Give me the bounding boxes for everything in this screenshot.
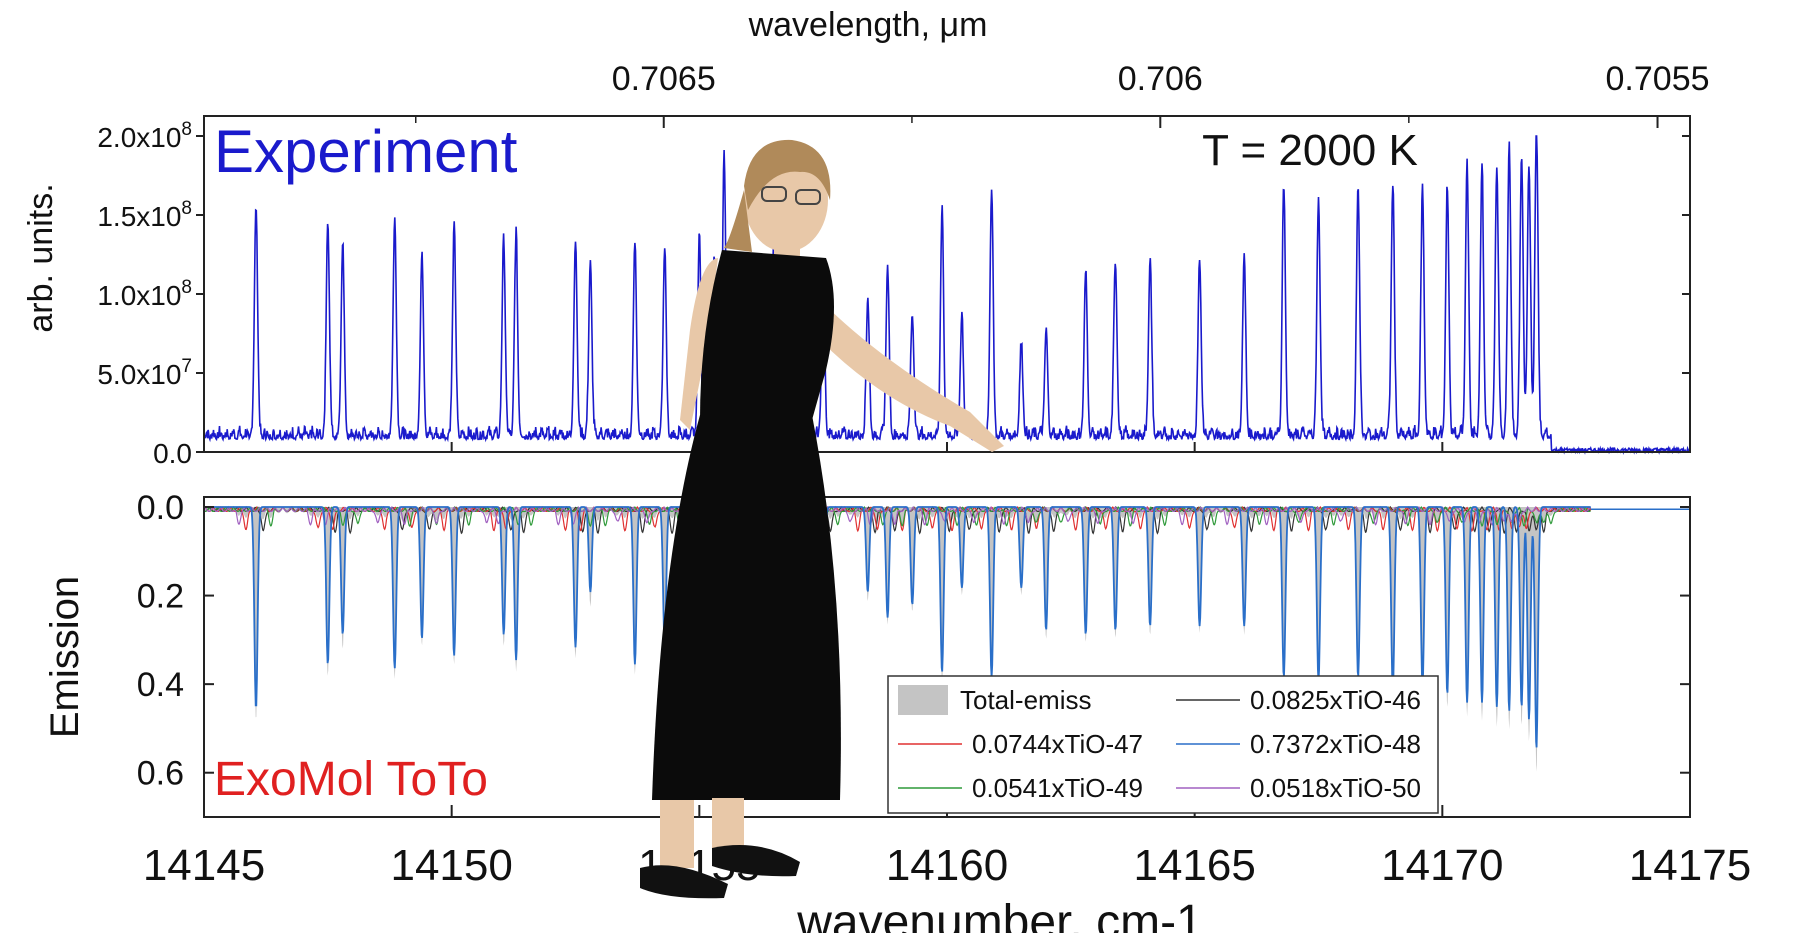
bottom-x-tick-label: 14165: [1133, 841, 1255, 890]
top-y-tick-label: 1.5x108: [97, 198, 192, 232]
bottom-x-tick-label: 14145: [143, 841, 265, 890]
experiment-series-line: [203, 135, 1691, 455]
bottom-x-tick-label: 14170: [1381, 841, 1503, 890]
bottom-x-tick-label: 14175: [1629, 841, 1751, 890]
legend: Total-emiss 0.0825xTiO-46 0.0744xTiO-47 0.7…: [887, 675, 1439, 814]
exomol-label: ExoMol ToTo: [214, 753, 488, 806]
presenter-photo: [640, 139, 1004, 899]
person-illustration: [640, 139, 1004, 899]
top-wavelength-ticks: 0.7055 0.706 0.7065: [414, 60, 1710, 128]
legend-swatch: [898, 685, 948, 715]
tio48-series-line: [204, 506, 1591, 748]
experiment-spectrum: [203, 135, 1691, 455]
top-axis-label: wavelength, μm: [748, 6, 988, 44]
top-y-ticks: 0.0 5.0x107 1.0x108 1.5x108 2.0x108: [97, 119, 1690, 469]
bottom-x-tick-label: 14150: [390, 841, 512, 890]
bottom-x-tick-label: 14160: [886, 841, 1008, 890]
legend-entry-label: 0.0744xTiO-47: [972, 729, 1143, 759]
bottom-y-tick-label: 0.4: [137, 666, 184, 704]
legend-entry-label: 0.7372xTiO-48: [1250, 729, 1421, 759]
top-y-axis-label: arb. units.: [22, 183, 60, 332]
bottom-y-tick-label: 0.0: [137, 489, 184, 527]
bottom-y-tick-label: 0.6: [137, 755, 184, 793]
total-emission-area: [204, 507, 1591, 772]
bottom-y-tick-label: 0.2: [137, 578, 184, 616]
legend-box: [887, 675, 1439, 814]
model-spectrum: [203, 505, 1690, 772]
top-y-tick-label: 1.0x108: [97, 277, 192, 311]
legend-entry-label: Total-emiss: [960, 685, 1091, 715]
experiment-panel: wavelength, μm 0.7055 0.706 0.7065 0.0 5.0x…: [22, 6, 1710, 469]
legend-entry-label: 0.0518xTiO-50: [1250, 773, 1421, 803]
experiment-label: Experiment: [214, 118, 518, 185]
temperature-annotation: T = 2000 K: [1202, 126, 1418, 175]
bottom-x-axis-label: wavenumber, cm-1: [796, 896, 1203, 933]
top-wavelength-tick-label: 0.706: [1118, 60, 1203, 98]
legend-entry-label: 0.0825xTiO-46: [1250, 685, 1421, 715]
bottom-y-axis-label: Emission: [43, 576, 87, 738]
top-y-tick-label: 5.0x107: [97, 356, 192, 390]
component-series-line: [203, 505, 1592, 526]
legend-entry-label: 0.0541xTiO-49: [972, 773, 1143, 803]
top-wavelength-tick-label: 0.7055: [1606, 60, 1710, 98]
top-y-tick-label: 2.0x108: [97, 119, 192, 153]
top-y-tick-label: 0.0: [153, 438, 192, 469]
bottom-y-ticks: 0.0 0.2 0.4 0.6: [137, 489, 1690, 793]
top-wavelength-tick-label: 0.7065: [612, 60, 716, 98]
